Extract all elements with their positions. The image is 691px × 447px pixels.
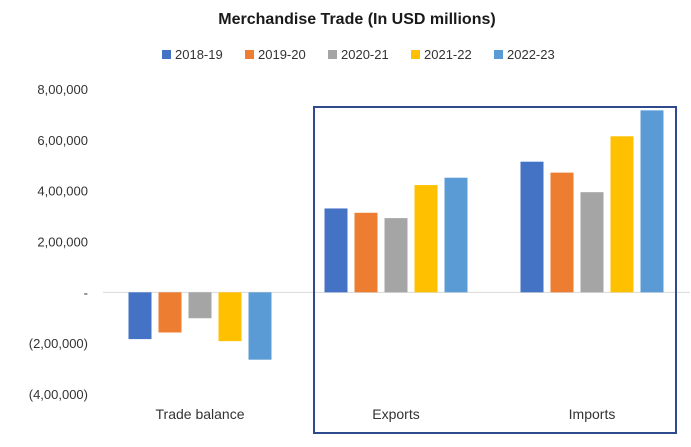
- bar-2020-21-trade-balance: [188, 292, 212, 319]
- bar-2022-23-trade-balance: [248, 292, 272, 360]
- highlight-box: [313, 106, 677, 434]
- bar-2019-20-trade-balance: [158, 292, 182, 333]
- category-label: Exports: [372, 406, 419, 422]
- bar-2020-21-exports: [384, 218, 408, 293]
- y-tick-label: 2,00,000: [37, 235, 88, 250]
- y-tick-label: (2,00,000): [29, 336, 88, 351]
- y-tick-label: 8,00,000: [37, 82, 88, 97]
- bars: [128, 106, 677, 434]
- y-tick-label: 6,00,000: [37, 133, 88, 148]
- category-label: Imports: [569, 406, 616, 422]
- bar-2018-19-trade-balance: [128, 292, 152, 340]
- bar-2022-23-exports: [444, 177, 468, 293]
- legend-label: 2021-22: [424, 47, 472, 62]
- bar-2021-22-exports: [414, 185, 438, 293]
- x-axis: Trade balance Exports Imports: [156, 406, 616, 422]
- bar-2018-19-exports: [324, 208, 348, 293]
- bar-2019-20-imports: [550, 172, 574, 293]
- legend-swatch: [494, 50, 503, 59]
- y-axis: 8,00,000 6,00,000 4,00,000 2,00,000 - (2,00,0…: [29, 82, 690, 402]
- y-tick-label: -: [84, 285, 88, 300]
- bar-2021-22-imports: [610, 136, 634, 293]
- legend-label: 2018-19: [175, 47, 223, 62]
- y-tick-label: (4,00,000): [29, 387, 88, 402]
- legend-label: 2020-21: [341, 47, 389, 62]
- legend: 2018-19 2019-20 2020-21 2021-22 2022-23: [162, 47, 555, 62]
- legend-swatch: [328, 50, 337, 59]
- bar-2019-20-exports: [354, 212, 378, 293]
- legend-label: 2019-20: [258, 47, 306, 62]
- category-label: Trade balance: [156, 406, 245, 422]
- bar-2020-21-imports: [580, 192, 604, 293]
- bar-2018-19-imports: [520, 161, 544, 293]
- legend-swatch: [162, 50, 171, 59]
- legend-swatch: [411, 50, 420, 59]
- legend-label: 2022-23: [507, 47, 555, 62]
- chart-title: Merchandise Trade (In USD millions): [218, 11, 495, 28]
- y-tick-label: 4,00,000: [37, 184, 88, 199]
- bar-2021-22-trade-balance: [218, 292, 242, 342]
- legend-swatch: [245, 50, 254, 59]
- bar-2022-23-imports: [640, 110, 664, 293]
